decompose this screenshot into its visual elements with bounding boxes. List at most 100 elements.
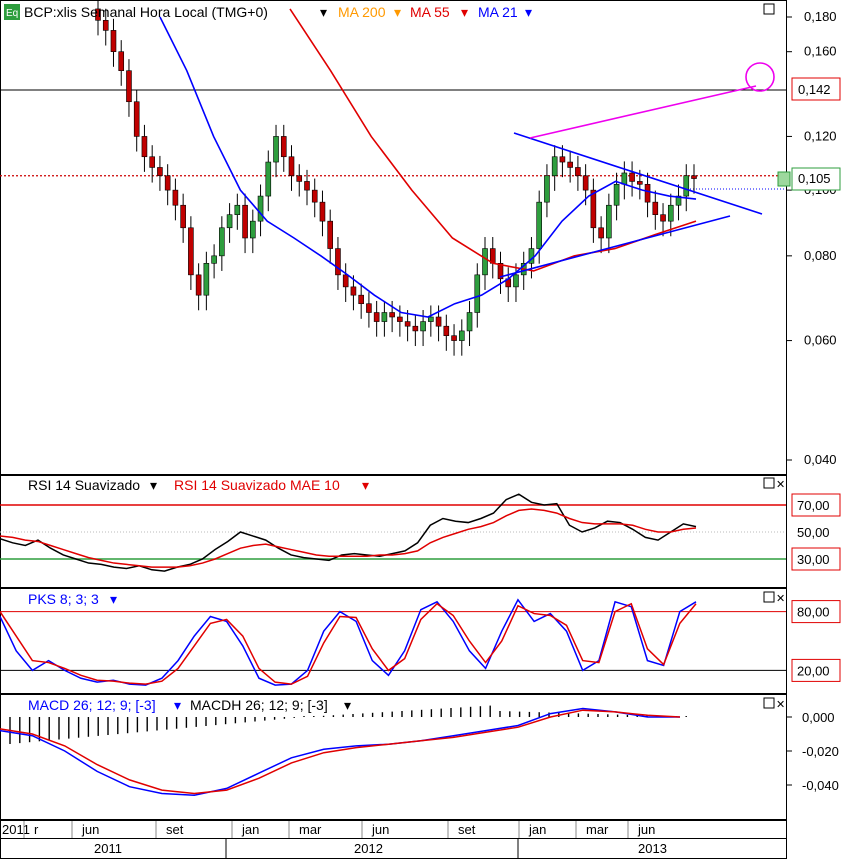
ma200-dropdown-icon[interactable]: ▾ xyxy=(394,4,401,20)
price-tick-label: 0,060 xyxy=(804,333,837,348)
candle-body xyxy=(110,30,117,52)
title-dropdown-icon[interactable]: ▾ xyxy=(320,4,327,20)
month-label: jun xyxy=(371,822,389,837)
close-pks-icon[interactable]: ✕ xyxy=(776,593,785,605)
candle-body xyxy=(226,214,233,229)
price-flag-icon xyxy=(777,171,791,187)
rsi-mae-title[interactable]: RSI 14 Suavizado MAE 10 xyxy=(174,477,340,493)
candle-body xyxy=(575,167,581,177)
candle-body xyxy=(389,312,395,318)
candle-body xyxy=(311,189,318,203)
candle-body xyxy=(451,335,457,341)
macd-title[interactable]: MACD 26; 12; 9; [-3] xyxy=(28,697,156,713)
maximize-price-icon[interactable] xyxy=(763,3,775,15)
equity-badge-label: Eq xyxy=(6,8,18,19)
resistance-label-box xyxy=(791,77,841,101)
candle-body xyxy=(598,227,604,239)
month-label: jan xyxy=(528,822,546,837)
candle-body xyxy=(613,183,620,206)
month-label: mar xyxy=(299,822,322,837)
macd-dropdown-icon[interactable]: ▾ xyxy=(174,697,181,713)
upper-trendline xyxy=(513,132,763,215)
candle-body xyxy=(188,227,194,276)
rsi-title[interactable]: RSI 14 Suavizado xyxy=(28,477,140,493)
candle-body xyxy=(443,325,450,337)
close-macd-icon[interactable]: ✕ xyxy=(776,699,785,711)
macd-tick-label: -0,040 xyxy=(802,778,839,793)
month-label: jan xyxy=(241,822,259,837)
macd-tick-label: 0,000 xyxy=(802,710,835,725)
candle-body xyxy=(691,175,697,179)
maximize-rsi-icon[interactable] xyxy=(763,477,775,489)
month-label: mar xyxy=(586,822,609,837)
candle-body xyxy=(590,189,597,229)
macdh-title[interactable]: MACDH 26; 12; 9; [-3] xyxy=(190,697,328,713)
candle-body xyxy=(629,172,635,182)
rsi-tick-box xyxy=(791,520,841,544)
candle-body xyxy=(373,312,380,322)
pks-tick-box xyxy=(791,600,841,624)
pks-d-line xyxy=(0,602,697,685)
candle-body xyxy=(428,316,434,322)
candle-body xyxy=(513,274,519,288)
month-label: set xyxy=(458,822,476,837)
macd-signal-line xyxy=(0,709,681,795)
candle-body xyxy=(203,263,210,296)
month-label: jun xyxy=(81,822,99,837)
candle-body xyxy=(551,156,558,177)
month-label: jun xyxy=(637,822,655,837)
candle-body xyxy=(435,316,442,327)
macdh-dropdown-icon[interactable]: ▾ xyxy=(344,697,351,713)
price-tick-label: 0,120 xyxy=(804,128,837,143)
candle-body xyxy=(683,175,690,197)
month-axis xyxy=(0,820,787,839)
equity-badge xyxy=(4,4,20,20)
candle-body xyxy=(273,136,279,163)
candle-body xyxy=(118,51,125,71)
month-label: 2011 xyxy=(2,822,30,837)
pks-panel xyxy=(0,588,787,694)
macd-line xyxy=(0,707,680,796)
ma200-label[interactable]: MA 200 xyxy=(338,4,386,20)
pks-tick-box xyxy=(791,658,841,682)
candle-body xyxy=(675,195,682,206)
maximize-macd-icon[interactable] xyxy=(763,697,775,709)
candle-body xyxy=(319,201,326,222)
candle-body xyxy=(164,175,171,191)
year-label: 2012 xyxy=(354,841,383,856)
candle-body xyxy=(567,161,573,168)
maximize-pks-icon[interactable] xyxy=(763,591,775,603)
pks-title[interactable]: PKS 8; 3; 3 xyxy=(28,591,99,607)
candle-body xyxy=(219,227,225,257)
candle-body xyxy=(288,156,295,177)
candle-body xyxy=(397,316,403,322)
rsi-mae-dropdown-icon[interactable]: ▾ xyxy=(362,477,369,493)
month-label: r xyxy=(34,822,39,837)
candle-body xyxy=(358,294,364,305)
rsi-mae-line xyxy=(0,508,697,568)
ma21-label[interactable]: MA 21 xyxy=(478,4,518,20)
candle-body xyxy=(126,70,132,103)
candle-body xyxy=(582,175,589,191)
close-rsi-icon[interactable]: ✕ xyxy=(776,479,785,491)
pks-dropdown-icon[interactable]: ▾ xyxy=(110,591,117,607)
macd-layer: 0,000 -0,020 -0,040 xyxy=(0,705,839,796)
candle-body xyxy=(536,201,542,249)
ma55-dropdown-icon[interactable]: ▾ xyxy=(461,4,468,20)
pks-tick-label: 80,00 xyxy=(797,605,830,620)
candle-body xyxy=(234,204,241,215)
candle-body xyxy=(280,136,287,158)
pks-layer: 80,00 20,00 xyxy=(0,598,841,686)
year-label: 2011 xyxy=(94,841,122,856)
candle-body xyxy=(257,195,264,222)
ma21-dropdown-icon[interactable]: ▾ xyxy=(525,4,532,20)
rsi-dropdown-icon[interactable]: ▾ xyxy=(150,477,157,493)
ma55-label[interactable]: MA 55 xyxy=(410,4,450,20)
ma21-line xyxy=(159,16,697,318)
candle-body xyxy=(95,8,101,21)
pks-tick-label: 20,00 xyxy=(797,663,830,678)
rsi-tick-label: 30,00 xyxy=(797,552,830,567)
candle-body xyxy=(559,156,566,163)
